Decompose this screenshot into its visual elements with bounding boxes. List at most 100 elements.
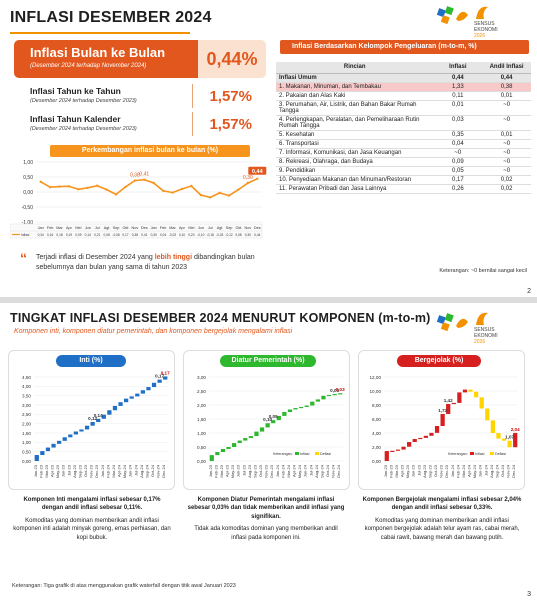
- note-post: dibandingkan bulan sebelumnya dan bulan …: [36, 254, 255, 272]
- group-cell-andil: 0,02: [482, 184, 531, 194]
- legend-label: Inflasi: [21, 233, 30, 237]
- x-tick-label: Apr-24: [292, 464, 297, 477]
- trend-point: [256, 177, 259, 180]
- sensus-ekonomi-logo-2: SENSUS EKONOMI 2026: [474, 309, 498, 345]
- x-tick-label: Feb-23: [38, 464, 43, 477]
- yoy-block: Inflasi Tahun ke Tahun (Desember 2024 te…: [30, 86, 266, 105]
- x-tick-label: Feb-23: [388, 464, 393, 477]
- trend-point: [171, 191, 174, 194]
- legend-deflasi-label: Deflasi: [495, 452, 506, 456]
- group-cell-andil: ~0: [482, 148, 531, 158]
- x-tick-label: Agt: [217, 226, 224, 230]
- month-value: 0,17: [122, 233, 128, 237]
- bps-logo: [436, 5, 472, 30]
- trend-point: [161, 189, 165, 192]
- legend-deflasi-label: Deflasi: [320, 452, 331, 456]
- x-tick-label: Dec-23: [269, 464, 274, 478]
- group-cell-inflasi: 1,33: [433, 82, 483, 92]
- slide1-title: INFLASI DESEMBER 2024: [10, 9, 212, 26]
- sensus-logo-icon: [476, 6, 488, 19]
- x-tick-label: Jan-24: [100, 464, 105, 477]
- trend-point: [67, 185, 71, 188]
- x-tick-label: May-23: [405, 464, 410, 478]
- group-row: 8. Rekreasi, Olahraga, dan Budaya 0,09 ~0: [276, 157, 531, 167]
- month-value: -0,08: [112, 233, 119, 237]
- group-cell-inflasi: 0,11: [433, 91, 483, 101]
- x-tick-label: Dec-24: [511, 464, 516, 478]
- waterfall-data-label: 0,05: [269, 414, 278, 419]
- waterfall-bar: [146, 387, 151, 391]
- trend-point: [86, 186, 89, 189]
- waterfall-bar: [457, 392, 462, 403]
- group-row: 2. Pakaian dan Alas Kaki 0,11 0,01: [276, 91, 531, 101]
- x-tick-label: Mar-23: [394, 464, 399, 477]
- x-tick-label: Sep: [113, 226, 120, 230]
- month-value: -0,18: [207, 233, 214, 237]
- waterfall-bar: [57, 440, 62, 444]
- mtm-label-block: Inflasi Bulan ke Bulan (Desember 2024 te…: [14, 40, 198, 78]
- month-value: 0,30: [245, 233, 251, 237]
- trend-data-label: 0,38: [130, 173, 140, 179]
- month-value: 0,44: [254, 233, 260, 237]
- x-tick-label: Jun: [198, 226, 204, 230]
- group-cell-name: 11. Perawatan Pribadi dan Jasa Lainnya: [276, 184, 434, 194]
- sensus-logo-icon-2: [476, 312, 488, 325]
- waterfall-bar: [490, 420, 495, 433]
- trend-point: [218, 191, 221, 195]
- y-tick-label: 1,50: [22, 431, 31, 436]
- x-tick-label: Sep-23: [427, 464, 432, 478]
- month-value: 0,19: [66, 233, 72, 237]
- x-tick-label: Okt: [235, 226, 242, 230]
- desc-inti-text: Komoditas yang dominan memberikan andil …: [13, 517, 171, 541]
- x-tick-label: Nov-23: [439, 464, 444, 478]
- waterfall-bar: [129, 396, 134, 399]
- trend-point: [58, 185, 61, 188]
- waterfall-bar: [73, 431, 78, 435]
- y-tick-label: 6,00: [372, 417, 381, 422]
- x-tick-label: Jun-23: [411, 464, 416, 477]
- month-value: -0,12: [225, 233, 232, 237]
- x-tick-label: Feb-24: [280, 464, 285, 477]
- x-tick-label: Aug-23: [247, 464, 252, 478]
- ytd-label: Inflasi Tahun Kalender: [30, 114, 121, 124]
- waterfall-bar: [118, 402, 123, 406]
- ytd-sub: (Desember 2024 terhadap Desember 2023): [30, 126, 137, 132]
- x-tick-label: Nov: [244, 226, 251, 230]
- x-tick-label: Apr-24: [467, 464, 472, 477]
- trend-point: [209, 196, 212, 199]
- y-tick-label: 0,00: [23, 190, 33, 196]
- legend-deflasi-swatch: [315, 452, 319, 455]
- x-tick-label: Jan-24: [275, 464, 280, 477]
- group-row: 3. Perumahan, Air, Listrik, dan Bahan Ba…: [276, 100, 531, 116]
- y-tick-label: 2,50: [197, 389, 206, 394]
- x-tick-label: Feb-23: [213, 464, 218, 477]
- group-cell-andil: 0,44: [482, 73, 531, 83]
- group-cell-andil: ~0: [482, 157, 531, 167]
- y-tick-label: 2,00: [197, 403, 206, 408]
- y-tick-label: 3,00: [197, 375, 206, 380]
- x-tick-label: Okt: [122, 226, 129, 230]
- waterfall-bar: [407, 442, 412, 447]
- trend-point: [152, 181, 155, 185]
- x-tick-label: Sep-23: [77, 464, 82, 478]
- keterangan-2: Keterangan: Tiga grafik di atas mengguna…: [12, 583, 236, 589]
- slide2-title: TINGKAT INFLASI DESEMBER 2024 MENURUT KO…: [10, 311, 431, 325]
- month-value: -0,02: [169, 233, 176, 237]
- waterfall-bar: [254, 431, 259, 437]
- slide-inflasi-desember: INFLASI DESEMBER 2024 SENSUS EKONOMI 202…: [0, 0, 537, 297]
- group-row: 7. Informasi, Komunikasi, dan Jasa Keuan…: [276, 148, 531, 158]
- waterfall-data-label: 0,03: [336, 387, 345, 392]
- y-tick-label: 8,00: [372, 403, 381, 408]
- group-row: 1. Makanan, Minuman, dan Tembakau 1,33 0,3…: [276, 82, 531, 92]
- waterfall-data-label: 2,04: [511, 427, 520, 432]
- waterfall-bar: [287, 409, 293, 412]
- waterfall-bar: [135, 393, 140, 397]
- group-cell-inflasi: 0,26: [433, 184, 483, 194]
- x-tick-label: Apr: [66, 226, 73, 230]
- group-row: 10. Penyediaan Makanan dan Minuman/Resto…: [276, 175, 531, 185]
- group-table-title: Inflasi Berdasarkan Kelompok Pengeluaran…: [280, 40, 529, 54]
- group-table: Rincian Inflasi Andil Inflasi Inflasi Um…: [276, 62, 531, 194]
- yoy-label: Inflasi Tahun ke Tahun: [30, 86, 121, 96]
- waterfall-bar: [507, 440, 512, 448]
- waterfall-bar: [140, 390, 145, 394]
